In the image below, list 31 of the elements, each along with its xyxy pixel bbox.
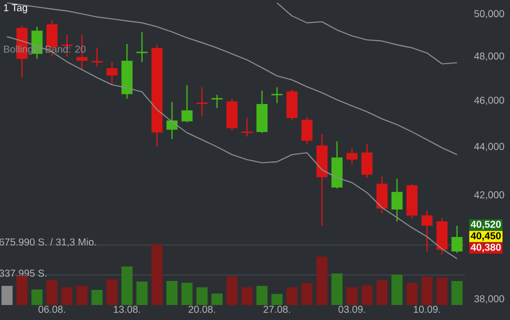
line-series: [276, 2, 458, 64]
candlestick: [76, 34, 88, 70]
candlestick: [451, 225, 463, 254]
candlestick: [90, 47, 104, 68]
x-tick-label: 13.08.: [114, 306, 140, 313]
text: 40,520: [470, 220, 501, 230]
candlestick: [210, 94, 224, 109]
candlestick: [346, 148, 358, 166]
annotation: / 31,3 Mio.: [50, 238, 96, 247]
x-tick-label: 06.08.: [38, 306, 65, 313]
x-tick-label: 27.08.: [264, 306, 290, 313]
candlestick: [240, 117, 254, 138]
y-tick-label: 42,000: [474, 191, 504, 200]
text: 40,450: [470, 232, 501, 241]
x-tick-label: 03.09.: [338, 306, 365, 313]
y-tick-label: 38,000: [474, 295, 504, 304]
x-tick-label: 10.09.: [414, 306, 440, 313]
y-tick-label: 46,000: [474, 96, 504, 105]
candlestick: [181, 84, 193, 123]
y-tick-label: 50,000: [474, 10, 504, 18]
candlestick: [391, 178, 403, 222]
text: 40,380: [470, 244, 501, 252]
candlestick: [301, 116, 313, 145]
candlestick: [361, 143, 373, 179]
chart-subtitle: 1 Tag: [4, 4, 28, 14]
y-tick-label: 48,000: [474, 52, 504, 61]
candlestick: [196, 86, 208, 117]
y-tick-label: 44,000: [474, 142, 504, 152]
candlestick: [421, 210, 433, 252]
x-tick-label: 20.08.: [188, 306, 215, 313]
candlestick: [106, 62, 118, 86]
